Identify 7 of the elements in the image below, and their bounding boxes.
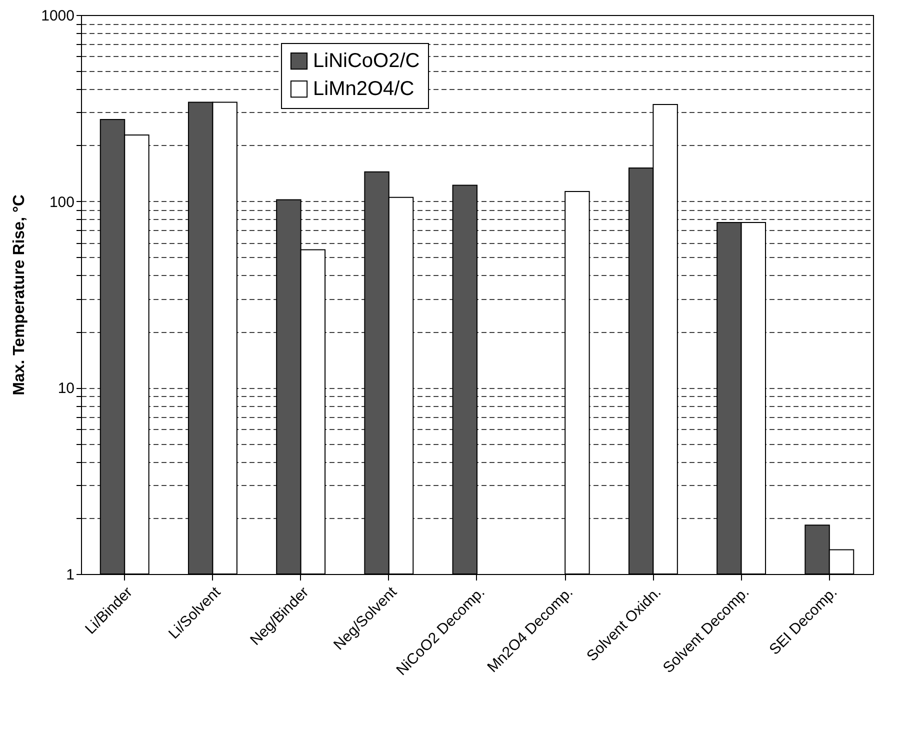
- legend-label: LiMn2O4/C: [313, 78, 414, 100]
- legend-label: LiNiCoO2/C: [313, 50, 420, 72]
- y-tick-label: 100: [49, 194, 74, 211]
- y-tick-label: 10: [58, 380, 74, 398]
- y-tick-label: 1: [66, 566, 74, 584]
- y-axis-title: Max. Temperature Rise, °C: [11, 194, 28, 396]
- y-tick-label: 1000: [41, 8, 74, 24]
